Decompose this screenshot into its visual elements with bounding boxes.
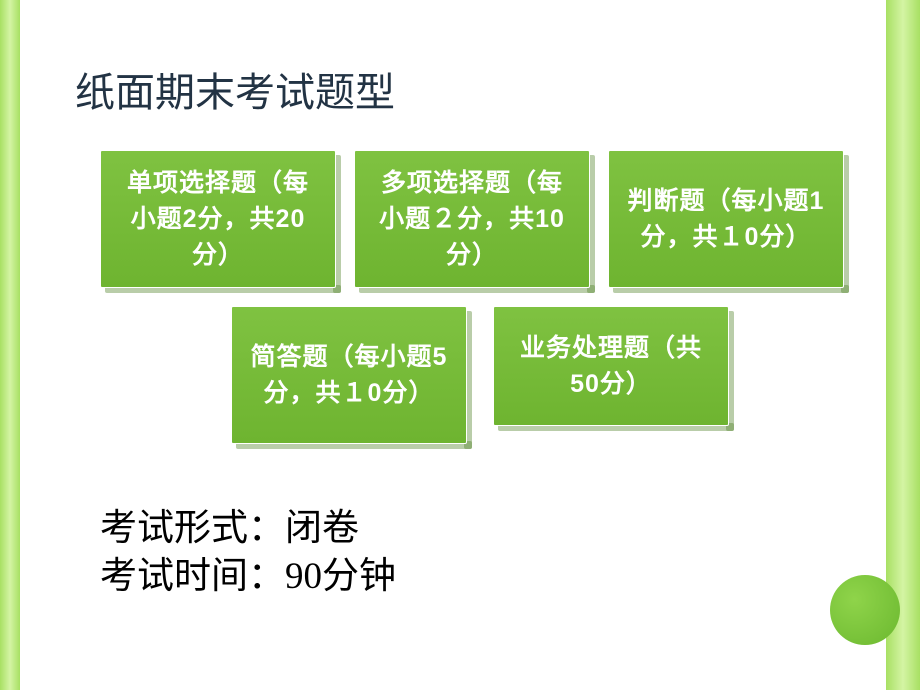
exam-time-label: 考试时间：: [100, 556, 285, 597]
exam-time-value: 90分钟: [285, 556, 396, 597]
exam-format-label: 考试形式：: [100, 508, 285, 549]
left-decoration-stripe: [0, 0, 20, 690]
box-label: 多项选择题（每小题２分，共10分）: [369, 165, 575, 274]
exam-type-box-short-answer: 简答题（每小题5分，共１0分）: [231, 306, 467, 444]
box-row-1: 单项选择题（每小题2分，共20分） 多项选择题（每小题２分，共10分） 判断题（…: [100, 150, 860, 288]
exam-type-box-single-choice: 单项选择题（每小题2分，共20分）: [100, 150, 336, 288]
page-title: 纸面期末考试题型: [75, 60, 395, 118]
exam-time-line: 考试时间：90分钟: [100, 553, 396, 601]
exam-format-line: 考试形式：闭卷: [100, 505, 396, 553]
box-label: 简答题（每小题5分，共１0分）: [246, 339, 452, 412]
exam-info: 考试形式：闭卷 考试时间：90分钟: [100, 505, 396, 601]
circle-decoration: [830, 575, 900, 645]
exam-type-box-true-false: 判断题（每小题1分，共１0分）: [608, 150, 844, 288]
box-label: 业务处理题（共50分）: [508, 330, 714, 403]
box-label: 单项选择题（每小题2分，共20分）: [115, 165, 321, 274]
exam-format-value: 闭卷: [285, 508, 359, 549]
box-row-2: 简答题（每小题5分，共１0分） 业务处理题（共50分）: [100, 306, 860, 444]
box-label: 判断题（每小题1分，共１0分）: [623, 183, 829, 256]
exam-types-container: 单项选择题（每小题2分，共20分） 多项选择题（每小题２分，共10分） 判断题（…: [100, 150, 860, 462]
exam-type-box-business: 业务处理题（共50分）: [493, 306, 729, 426]
exam-type-box-multiple-choice: 多项选择题（每小题２分，共10分）: [354, 150, 590, 288]
